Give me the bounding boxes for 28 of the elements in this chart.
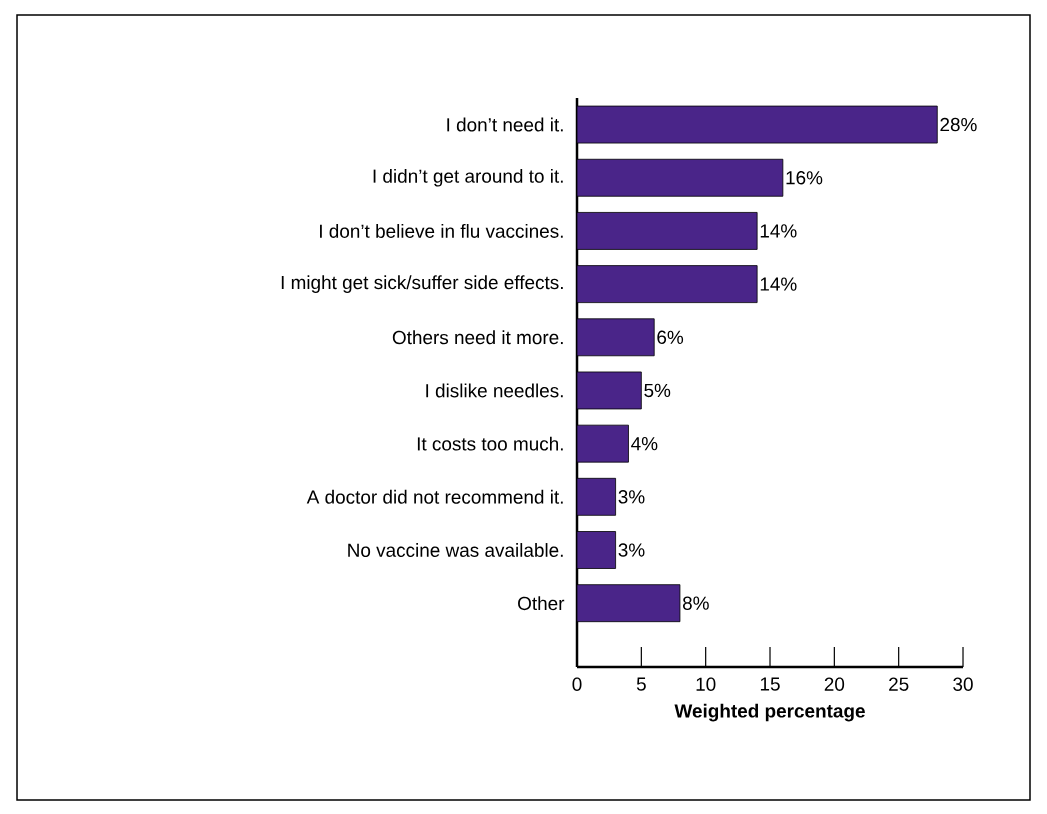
y-tick-label: I might get sick/suffer side effects. bbox=[281, 275, 563, 293]
data-label: 3% bbox=[618, 490, 645, 504]
data-label: 14% bbox=[760, 224, 797, 238]
data-label: 5% bbox=[644, 383, 671, 398]
x-tick-label: 25 bbox=[889, 677, 909, 691]
x-tick-label: 30 bbox=[953, 677, 973, 691]
data-label: 3% bbox=[618, 543, 645, 557]
y-tick-label: I didn’t get around to it. bbox=[373, 168, 563, 187]
y-tick-label: No vaccine was available. bbox=[348, 543, 563, 557]
y-tick-label: Others need it more. bbox=[392, 330, 563, 345]
x-axis-title: Weighted percentage bbox=[674, 703, 865, 722]
y-tick-label: I don’t need it. bbox=[447, 117, 563, 132]
y-tick-label: Other bbox=[518, 596, 565, 611]
x-tick-label: 15 bbox=[760, 677, 780, 691]
x-tick-label: 0 bbox=[572, 677, 582, 691]
data-label: 8% bbox=[682, 596, 709, 610]
data-label: 14% bbox=[760, 277, 797, 291]
data-label: 6% bbox=[657, 330, 684, 344]
y-tick-label: I don’t believe in flu vaccines. bbox=[320, 223, 563, 238]
data-label: 4% bbox=[631, 437, 658, 451]
x-tick-label: 10 bbox=[696, 677, 716, 691]
x-tick-label: 5 bbox=[636, 677, 646, 691]
x-tick-label: 20 bbox=[824, 677, 845, 691]
y-tick-label: A doctor did not recommend it. bbox=[306, 489, 563, 504]
y-tick-label: It costs too much. bbox=[417, 436, 563, 451]
y-tick-label: I dislike needles. bbox=[426, 383, 563, 398]
data-label: 16% bbox=[786, 171, 823, 185]
data-label: 28% bbox=[940, 117, 977, 132]
